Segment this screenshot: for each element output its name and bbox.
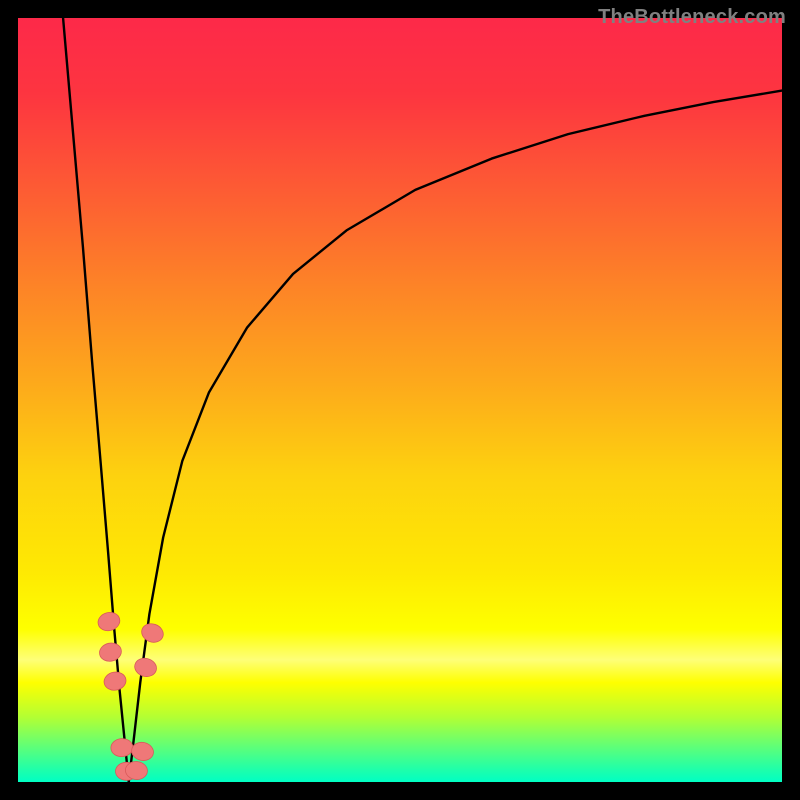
plot-background [18, 18, 782, 782]
chart-stage: TheBottleneck.com [0, 0, 800, 800]
watermark-label: TheBottleneck.com [598, 6, 786, 29]
bottleneck-chart [0, 0, 800, 800]
